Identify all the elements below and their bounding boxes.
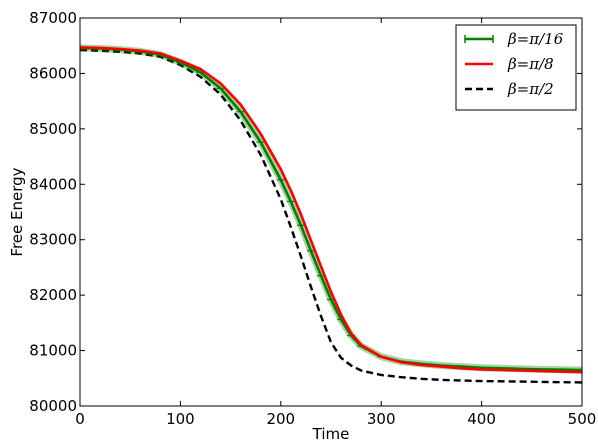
- legend-label: β=π/2: [507, 80, 554, 98]
- x-tick-label: 200: [266, 410, 295, 428]
- y-tick-label: 83000: [29, 231, 77, 249]
- series-line: [80, 46, 582, 374]
- legend-entry: β=π/8: [465, 55, 554, 73]
- x-axis-label: Time: [312, 425, 350, 443]
- series-1: [80, 46, 582, 374]
- legend-label: β=π/8: [507, 55, 554, 73]
- y-axis-label: Free Energy: [8, 167, 26, 256]
- x-tick-label: 100: [166, 410, 195, 428]
- series-2: [80, 48, 582, 384]
- x-tick-label: 500: [568, 410, 597, 428]
- legend-entry: β=π/2: [465, 80, 554, 98]
- y-tick-label: 80000: [29, 397, 77, 415]
- ticks-layer: 0 100 200 300 400 500 80000 81000 82000 83000 8400…: [29, 9, 596, 428]
- series-0: [80, 44, 582, 374]
- plot-frame: [79, 17, 583, 407]
- y-tick-label: 84000: [29, 175, 77, 193]
- series-line: [80, 48, 582, 384]
- x-tick-label: 0: [75, 410, 85, 428]
- series-layer: [80, 44, 582, 384]
- y-tick-label: 85000: [29, 120, 77, 138]
- y-tick-label: 81000: [29, 342, 77, 360]
- y-tick-label: 82000: [29, 286, 77, 304]
- y-tick-label: 86000: [29, 64, 77, 82]
- y-tick-label: 87000: [29, 9, 77, 27]
- legend-label: β=π/16: [507, 30, 564, 48]
- x-tick-label: 300: [367, 410, 396, 428]
- legend-entry: β=π/16: [464, 30, 564, 48]
- x-tick-label: 400: [467, 410, 496, 428]
- legend: β=π/16 β=π/8 β=π/2: [455, 24, 577, 111]
